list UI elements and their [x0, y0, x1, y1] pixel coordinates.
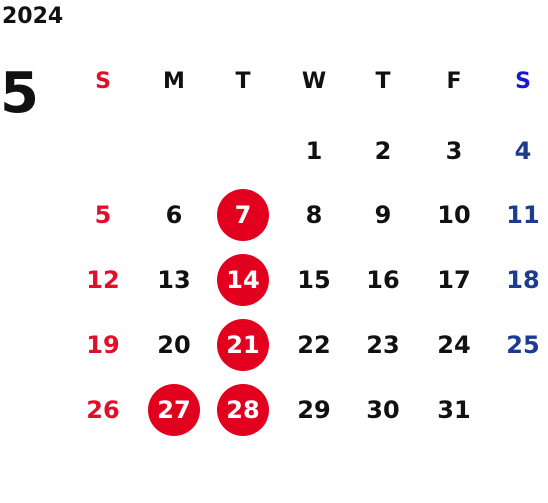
date-cell-25: 25 [506, 331, 540, 359]
date-cell-19: 19 [86, 331, 120, 359]
year-label: 2024 [2, 4, 64, 29]
date-highlight-marker [148, 384, 200, 436]
date-highlight-marker [217, 254, 269, 306]
date-cell-7: 7 [234, 201, 252, 229]
weekday-header-sun: S [95, 68, 111, 94]
date-cell-27: 27 [157, 396, 191, 424]
date-cell-24: 24 [437, 331, 471, 359]
date-highlight-marker [217, 189, 269, 241]
date-cell-2: 2 [374, 137, 392, 165]
date-cell-9: 9 [374, 201, 392, 229]
date-cell-10: 10 [437, 201, 471, 229]
date-cell-30: 30 [366, 396, 400, 424]
date-cell-11: 11 [506, 201, 540, 229]
date-cell-4: 4 [514, 137, 532, 165]
date-cell-20: 20 [157, 331, 191, 359]
date-cell-16: 16 [366, 266, 400, 294]
date-cell-13: 13 [157, 266, 191, 294]
date-cell-26: 26 [86, 396, 120, 424]
date-highlight-marker [217, 319, 269, 371]
weekday-header-wed: W [301, 68, 327, 94]
date-cell-12: 12 [86, 266, 120, 294]
weekday-header-fri: F [446, 68, 462, 94]
date-cell-31: 31 [437, 396, 471, 424]
month-label: 5 [0, 61, 39, 126]
date-cell-5: 5 [94, 201, 112, 229]
weekday-header-tue: T [235, 68, 251, 94]
date-cell-23: 23 [366, 331, 400, 359]
date-cell-18: 18 [506, 266, 540, 294]
date-cell-29: 29 [297, 396, 331, 424]
date-cell-14: 14 [226, 266, 260, 294]
date-cell-8: 8 [305, 201, 323, 229]
date-cell-28: 28 [226, 396, 260, 424]
date-cell-3: 3 [445, 137, 463, 165]
date-cell-6: 6 [165, 201, 183, 229]
weekday-header-thu: T [375, 68, 391, 94]
date-cell-21: 21 [226, 331, 260, 359]
date-cell-15: 15 [297, 266, 331, 294]
date-cell-1: 1 [305, 137, 323, 165]
weekday-header-mon: M [163, 68, 185, 94]
weekday-header-sat: S [515, 68, 531, 94]
date-cell-22: 22 [297, 331, 331, 359]
date-cell-17: 17 [437, 266, 471, 294]
date-highlight-marker [217, 384, 269, 436]
